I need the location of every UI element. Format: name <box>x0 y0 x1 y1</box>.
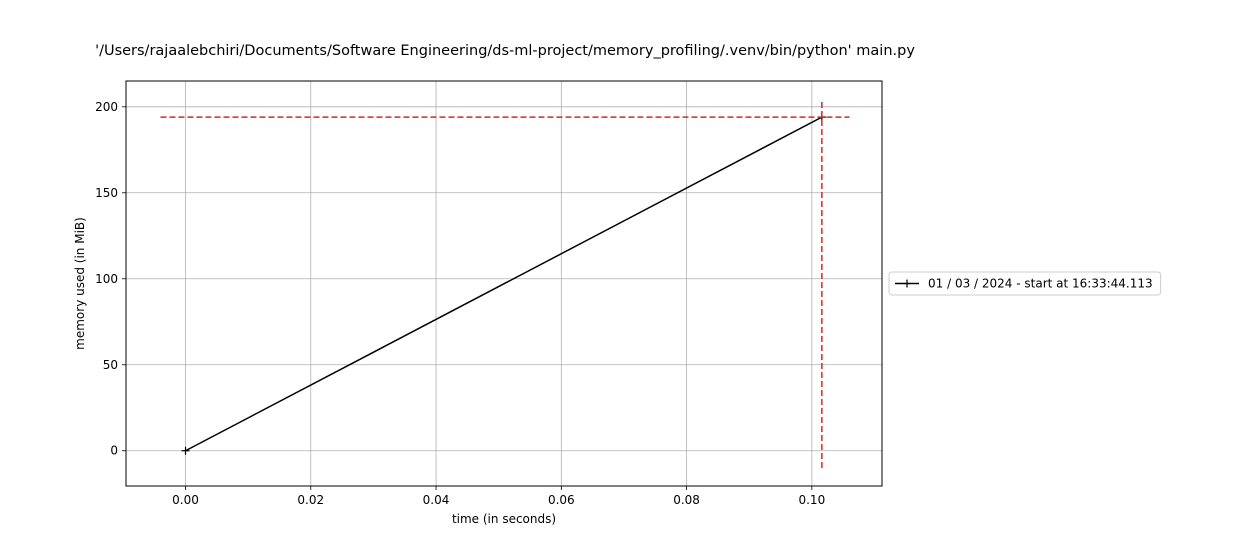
y-tick-label: 200 <box>95 100 118 114</box>
x-tick-label: 0.08 <box>673 493 700 507</box>
legend-box <box>888 271 1162 296</box>
x-tick-label: 0.06 <box>548 493 575 507</box>
x-tick-label: 0.10 <box>798 493 825 507</box>
y-axis-label: memory used (in MiB) <box>73 217 87 350</box>
y-tick-label: 50 <box>103 358 118 372</box>
plot-content <box>160 99 850 468</box>
y-tick-label: 0 <box>110 444 118 458</box>
grid <box>126 81 882 486</box>
legend-entry-label: 01 / 03 / 2024 - start at 16:33:44.113 <box>928 277 1153 291</box>
x-tick-label: 0.00 <box>172 493 199 507</box>
data-point-marker <box>181 446 190 455</box>
x-tick-label: 0.04 <box>423 493 450 507</box>
legend: 01 / 03 / 2024 - start at 16:33:44.113 <box>888 271 1162 296</box>
chart-title: '/Users/rajaalebchiri/Documents/Software… <box>95 43 915 59</box>
y-tick-label: 100 <box>95 272 118 286</box>
x-tick-label: 0.02 <box>297 493 324 507</box>
plot-frame <box>125 80 883 487</box>
x-axis-label: time (in seconds) <box>452 512 556 526</box>
axis-ticks: 0.00 0.02 0.04 0.06 0.08 0.10 0 50 100 150 200 <box>95 100 825 507</box>
series-line <box>185 116 823 452</box>
y-tick-label: 150 <box>95 186 118 200</box>
